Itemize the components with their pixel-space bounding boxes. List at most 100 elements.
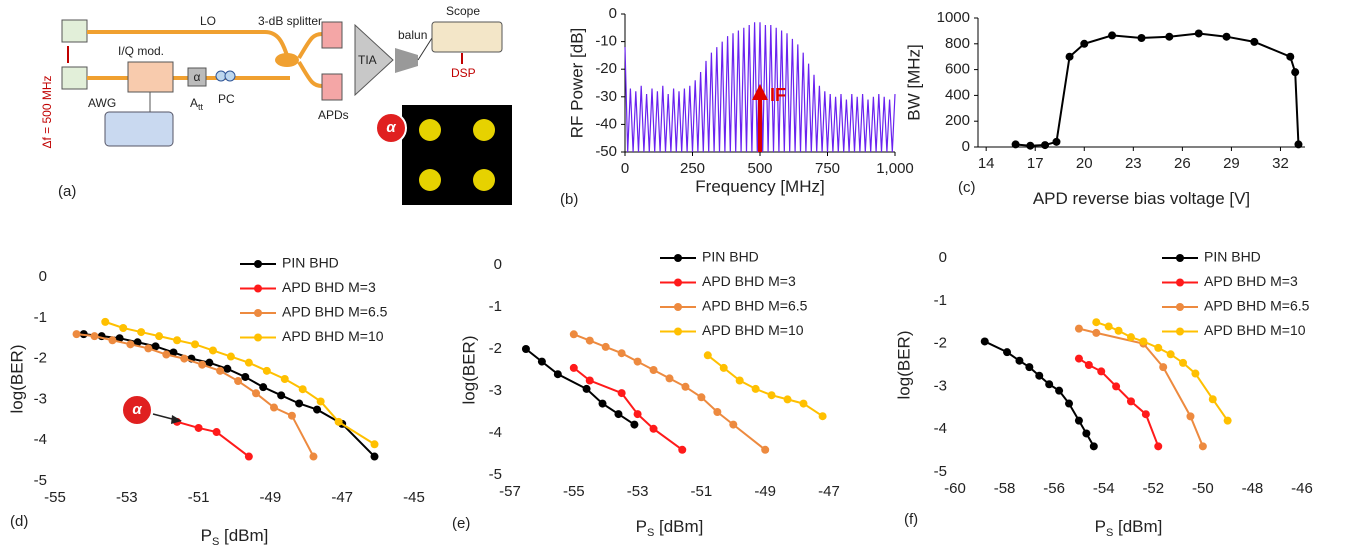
coax bbox=[417, 37, 433, 61]
att-sub: tt bbox=[198, 102, 204, 112]
legend-marker bbox=[254, 284, 262, 293]
symbol-cloud bbox=[473, 119, 495, 141]
legend-marker bbox=[674, 278, 682, 287]
x-tick-label: 23 bbox=[1125, 155, 1142, 172]
x-tick-label: 0 bbox=[621, 160, 629, 177]
x-tick-label: 500 bbox=[747, 160, 772, 177]
data-point bbox=[208, 346, 217, 355]
legend-marker bbox=[674, 254, 682, 262]
data-point bbox=[1179, 358, 1188, 367]
x-tick-label: -55 bbox=[44, 489, 66, 506]
data-point bbox=[1084, 361, 1093, 369]
tia-label: TIA bbox=[358, 53, 377, 67]
data-point bbox=[226, 352, 235, 361]
data-point bbox=[761, 445, 770, 454]
data-point bbox=[1025, 363, 1034, 372]
data-point bbox=[72, 330, 81, 339]
data-point bbox=[216, 366, 225, 375]
y-tick-label: -4 bbox=[489, 424, 502, 441]
alpha-symbol: α bbox=[194, 70, 201, 84]
panel-label: (f) bbox=[904, 511, 918, 528]
y-axis-label: log(BER) bbox=[894, 331, 913, 400]
data-point bbox=[713, 408, 722, 416]
x-axis-label-sub: S bbox=[212, 536, 219, 548]
y-tick-label: -5 bbox=[489, 466, 502, 483]
tia bbox=[354, 23, 394, 97]
legend-marker bbox=[1176, 254, 1184, 262]
data-point bbox=[1089, 442, 1098, 451]
alpha-badge bbox=[121, 394, 153, 426]
x-tick-label: 1,000 bbox=[876, 160, 914, 177]
y-tick-label: 200 bbox=[945, 112, 970, 129]
data-point bbox=[1154, 442, 1163, 451]
data-point bbox=[313, 405, 322, 414]
legend-label: APD BHD M=3 bbox=[1204, 273, 1298, 289]
data-point bbox=[1223, 416, 1232, 425]
if-arrowhead bbox=[752, 84, 768, 100]
att-label: Att bbox=[190, 96, 204, 112]
legend-label: PIN BHD bbox=[702, 249, 759, 265]
series-line bbox=[1015, 32, 1300, 147]
y-tick-label: 0 bbox=[962, 138, 970, 155]
data-point bbox=[1011, 140, 1020, 149]
y-tick-label: -1 bbox=[934, 292, 947, 309]
data-point bbox=[1065, 52, 1074, 61]
data-point bbox=[1165, 32, 1174, 41]
panel-label: (b) bbox=[560, 191, 578, 208]
data-point bbox=[298, 385, 307, 394]
x-axis-label: PS [dBm] bbox=[201, 526, 269, 547]
y-tick-label: 0 bbox=[609, 5, 617, 22]
data-point bbox=[1074, 354, 1083, 363]
legend-label: APD BHD M=3 bbox=[282, 279, 376, 295]
data-point bbox=[767, 391, 776, 400]
data-point bbox=[252, 389, 261, 398]
y-tick-label: -2 bbox=[489, 340, 502, 357]
data-point bbox=[598, 399, 607, 408]
data-point bbox=[703, 351, 712, 360]
pc-label: PC bbox=[218, 92, 235, 106]
data-point bbox=[370, 452, 379, 461]
legend-marker bbox=[1176, 327, 1184, 336]
data-point bbox=[537, 357, 546, 366]
scope-label: Scope bbox=[446, 4, 480, 18]
alpha-badge bbox=[375, 112, 407, 144]
data-point bbox=[569, 363, 578, 372]
data-point bbox=[553, 370, 562, 379]
data-point bbox=[697, 393, 706, 402]
lo-laser bbox=[61, 19, 88, 43]
data-point bbox=[719, 363, 728, 372]
data-point bbox=[194, 423, 203, 432]
alpha-badge-text: α bbox=[132, 401, 142, 418]
x-tick-label: -51 bbox=[691, 483, 713, 500]
data-point bbox=[521, 345, 530, 353]
data-point bbox=[1092, 318, 1101, 327]
x-tick-label: 14 bbox=[978, 155, 995, 172]
apds-label: APDs bbox=[318, 108, 349, 122]
data-point bbox=[280, 375, 289, 383]
y-tick-label: -2 bbox=[34, 350, 47, 367]
x-axis-label: Frequency [MHz] bbox=[695, 177, 824, 196]
y-tick-label: -5 bbox=[934, 463, 947, 480]
legend-label: APD BHD M=10 bbox=[1204, 322, 1306, 338]
data-point bbox=[735, 376, 744, 385]
data-point bbox=[1080, 39, 1089, 48]
data-point bbox=[169, 348, 178, 357]
data-point bbox=[1112, 382, 1121, 391]
data-point bbox=[617, 349, 626, 358]
data-point bbox=[1108, 31, 1117, 40]
attenuator bbox=[187, 67, 207, 87]
x-tick-label: -53 bbox=[116, 489, 138, 506]
y-axis-label: BW [MHz] bbox=[904, 44, 923, 121]
lo-label: LO bbox=[200, 14, 216, 28]
x-tick-label: 29 bbox=[1223, 155, 1240, 172]
y-axis-label: log(BER) bbox=[7, 345, 26, 414]
data-point bbox=[1026, 141, 1035, 150]
data-point bbox=[137, 328, 146, 337]
y-axis-label: RF Power [dB] bbox=[567, 28, 586, 139]
data-point bbox=[1074, 324, 1083, 333]
legend-marker bbox=[1176, 278, 1184, 287]
legend-label: APD BHD M=6.5 bbox=[702, 298, 808, 314]
data-point bbox=[115, 334, 124, 343]
